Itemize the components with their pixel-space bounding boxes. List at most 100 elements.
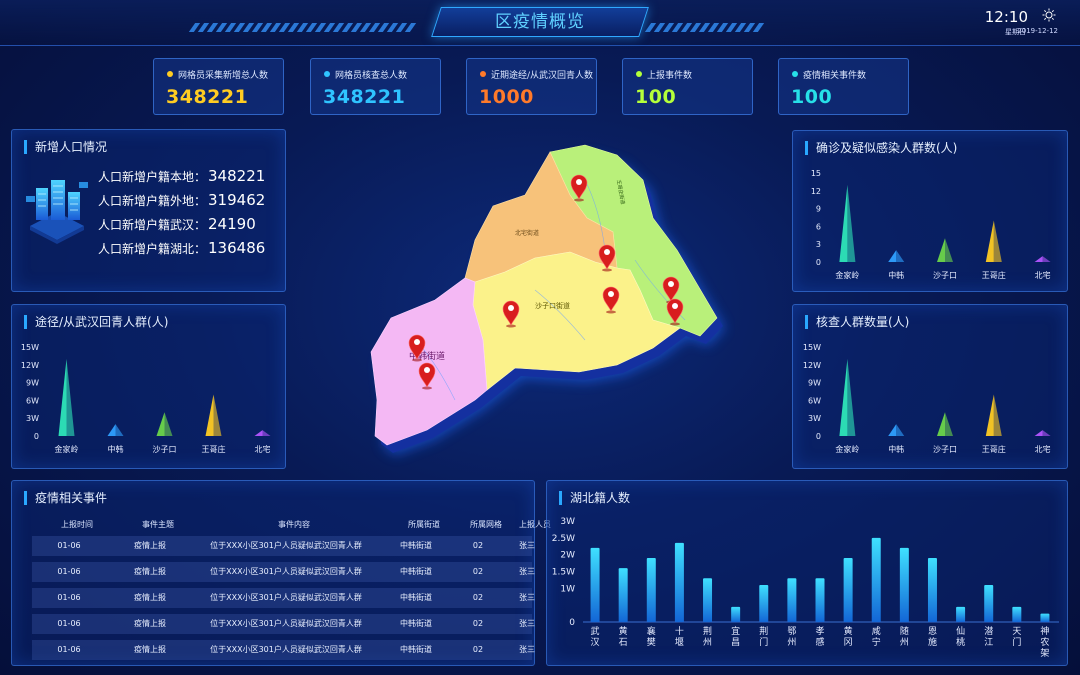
table-cell: 疫情上报 <box>134 619 166 628</box>
map-label-beizhai: 北宅街道 <box>515 229 539 237</box>
stat-dot-icon <box>792 71 798 77</box>
table-row[interactable]: 01-06 疫情上报 位于XXX小区301户人员疑似武汉回青人群 中韩街道 02 张三 <box>32 588 535 608</box>
population-line-value: 348221 <box>208 167 266 185</box>
x-tick-label: 中韩 <box>108 444 124 454</box>
bar <box>1040 613 1050 622</box>
x-tick-label: 潜江 <box>984 625 993 648</box>
x-tick-label: 荆门 <box>759 625 768 648</box>
bar <box>1034 256 1043 262</box>
wuhan-chart-panel: 途径/从武汉回青人群(人) 0 3W 6W 9W 12W 15W 金家岭 中韩 沙子口 王哥庄 北宅 <box>11 304 286 469</box>
table-cell: 位于XXX小区301户人员疑似武汉回青人群 <box>210 645 362 654</box>
table-cell: 01-06 <box>57 645 81 654</box>
stat-label: 网格员核查总人数 <box>335 71 408 81</box>
x-tick-label: 荆州 <box>703 625 712 648</box>
y-tick-label: 0 <box>816 258 821 267</box>
y-tick-label: 2.5W <box>552 534 575 544</box>
bar <box>956 606 966 622</box>
map-label-shazikou: 沙子口街道 <box>535 301 570 310</box>
x-tick-label: 北宅 <box>1035 444 1051 454</box>
x-tick-label: 沙子口 <box>933 445 957 454</box>
bar <box>1034 430 1043 436</box>
y-tick-label: 3W <box>808 414 821 423</box>
table-row[interactable]: 01-06 疫情上报 位于XXX小区301户人员疑似武汉回青人群 中韩街道 02 张三 <box>32 614 535 634</box>
map-marker-icon[interactable] <box>666 298 684 326</box>
hubei-chart-title: 湖北籍人数 <box>559 491 630 505</box>
y-tick-label: 3W <box>26 414 39 423</box>
map-marker-icon[interactable] <box>570 174 588 202</box>
table-header-cell: 所属网格 <box>470 520 502 529</box>
table-cell: 02 <box>472 567 484 576</box>
population-line: 人口新增户籍本地： 348221 <box>98 164 265 188</box>
y-tick-label: 6 <box>816 222 821 231</box>
y-tick-label: 1.5W <box>552 568 575 578</box>
bar <box>1012 606 1022 622</box>
stat-value: 100 <box>791 86 833 108</box>
map-marker-icon[interactable] <box>418 362 436 390</box>
bar-shade <box>115 424 124 436</box>
table-header-cell: 事件主题 <box>142 520 174 529</box>
y-tick-label: 12 <box>811 187 821 196</box>
map-marker-icon[interactable] <box>598 244 616 272</box>
x-tick-label: 北宅 <box>1035 270 1051 280</box>
bar <box>899 547 909 622</box>
bar <box>888 424 897 436</box>
x-tick-label: 恩施 <box>928 626 937 648</box>
bar <box>843 558 853 622</box>
bar-shade <box>945 238 953 262</box>
bar-shade <box>66 358 75 436</box>
table-cell: 01-06 <box>57 567 81 576</box>
bar <box>156 412 165 436</box>
bar <box>815 578 825 622</box>
y-tick-label: 3W <box>560 517 575 527</box>
x-tick-label: 天门 <box>1012 627 1021 648</box>
table-cell: 疫情上报 <box>134 541 166 550</box>
y-tick-label: 9W <box>26 379 39 388</box>
clock-weekday: 星期日 <box>1005 28 1026 36</box>
table-header-cell: 上报时间 <box>61 520 93 529</box>
table-cell: 01-06 <box>57 541 81 550</box>
table-row[interactable]: 01-06 疫情上报 位于XXX小区301户人员疑似武汉回青人群 中韩街道 02 张三 <box>32 640 535 660</box>
bar-shade <box>993 394 1002 436</box>
bar <box>703 578 713 622</box>
table-cell: 张三 <box>519 567 535 576</box>
table-cell: 疫情上报 <box>134 593 166 602</box>
x-tick-label: 咸宁 <box>872 625 881 648</box>
table-cell: 中韩街道 <box>400 619 432 628</box>
bar <box>254 430 263 436</box>
table-row[interactable]: 01-06 疫情上报 位于XXX小区301户人员疑似武汉回青人群 中韩街道 02 张三 <box>32 536 535 556</box>
table-header-cell: 所属街道 <box>408 520 440 529</box>
y-tick-label: 0 <box>34 432 39 441</box>
y-tick-label: 0 <box>569 618 575 628</box>
table-row[interactable]: 01-06 疫情上报 位于XXX小区301户人员疑似武汉回青人群 中韩街道 02 张三 <box>32 562 535 582</box>
stat-value: 348221 <box>166 86 249 108</box>
y-tick-label: 6W <box>808 396 821 405</box>
bar <box>839 184 848 262</box>
confirmed-chart: 0 3 6 9 12 15 金家岭 中韩 沙子口 王哥庄 北宅 <box>811 169 1051 280</box>
clock-date: 2019-12-12 <box>1017 27 1058 35</box>
confirmed-chart-title: 确诊及疑似感染人群数(人) <box>805 141 957 155</box>
table-cell: 张三 <box>519 593 535 602</box>
y-tick-label: 15W <box>21 343 39 352</box>
table-header-cell: 事件内容 <box>278 520 310 529</box>
x-tick-label: 王哥庄 <box>982 270 1006 280</box>
bar-shade <box>847 358 856 436</box>
data-server-icon <box>26 180 88 244</box>
y-tick-label: 3 <box>816 240 821 249</box>
stat-dot-icon <box>324 71 330 77</box>
population-title: 新增人口情况 <box>24 140 107 154</box>
map-marker-icon[interactable] <box>408 334 426 362</box>
population-line: 人口新增户籍湖北： 136486 <box>98 236 265 260</box>
stat-dot-icon <box>480 71 486 77</box>
bar <box>618 568 628 622</box>
table-cell: 张三 <box>519 541 535 550</box>
bar <box>787 578 797 622</box>
x-tick-label: 沙子口 <box>153 445 177 454</box>
population-panel: 新增人口情况 人口新增户籍本地： 348221 人口新增户籍外地： 319462 人口新… <box>11 129 286 292</box>
table-cell: 位于XXX小区301户人员疑似武汉回青人群 <box>210 619 362 628</box>
table-cell: 02 <box>472 541 484 550</box>
map-marker-icon[interactable] <box>502 300 520 328</box>
x-tick-label: 宜昌 <box>731 625 740 648</box>
population-line-label: 人口新增户籍湖北： <box>98 242 207 256</box>
y-tick-label: 9 <box>816 205 821 214</box>
map-marker-icon[interactable] <box>602 286 620 314</box>
